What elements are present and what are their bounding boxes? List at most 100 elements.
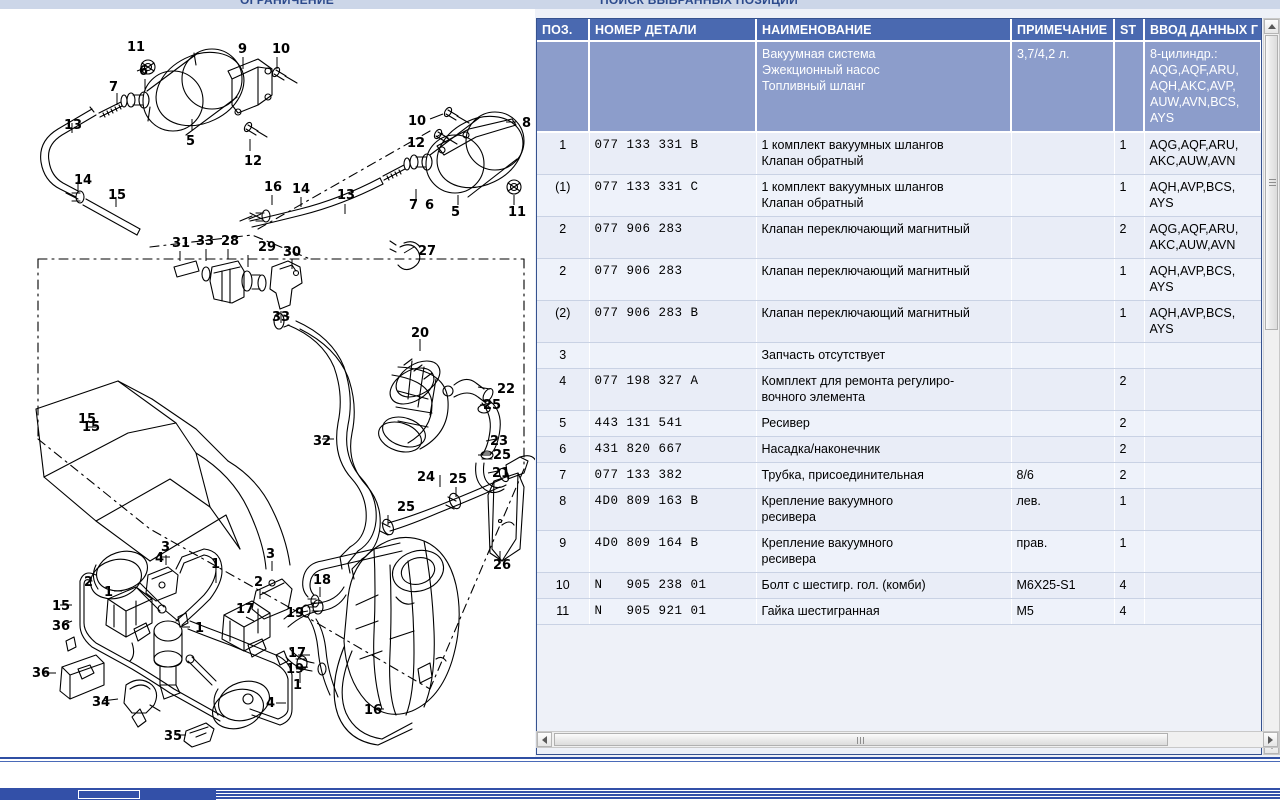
table-row[interactable]: 5 443 131 541 Ресивер 2: [537, 410, 1261, 437]
table-row[interactable]: 3 Запчасть отсутствует: [537, 342, 1261, 369]
cell-note: M5: [1011, 598, 1115, 625]
svg-text:29: 29: [258, 240, 276, 255]
cell-note: [1011, 132, 1115, 175]
svg-text:3: 3: [161, 540, 170, 555]
scroll-left-arrow-icon[interactable]: [537, 732, 552, 747]
cell-pos: 1: [537, 132, 590, 175]
col-header-data[interactable]: ВВОД ДАННЫХ Г: [1144, 19, 1261, 42]
cell-pos: 10: [537, 572, 590, 599]
svg-text:16: 16: [364, 703, 382, 718]
svg-text:6: 6: [139, 64, 148, 79]
cell-part-number: 077 198 327 A: [589, 368, 757, 411]
cell-note: [1011, 258, 1115, 301]
cell-data-entry: [1144, 488, 1261, 531]
table-row[interactable]: 4 077 198 327 A Комплект для ремонта регул…: [537, 368, 1261, 411]
table-row[interactable]: 8 4D0 809 163 B Крепление вакуумного ресиве…: [537, 488, 1261, 531]
taskbar-button[interactable]: [78, 790, 140, 799]
svg-text:30: 30: [283, 245, 301, 260]
cell-note: [1011, 436, 1115, 463]
cell-st: 2: [1114, 436, 1145, 463]
cell-pos: 11: [537, 598, 590, 625]
table-row[interactable]: 11 N 905 921 01 Гайка шестигранная M5 4: [537, 598, 1261, 625]
cell-st: 1: [1114, 174, 1145, 217]
cell-st: 1: [1114, 530, 1145, 573]
svg-text:28: 28: [221, 234, 239, 249]
cell-data-entry: AQH,AVP,BCS, AYS: [1144, 174, 1261, 217]
horizontal-scroll-thumb[interactable]: [554, 733, 1168, 746]
taskbar-stripes: [216, 788, 1280, 800]
svg-text:9: 9: [238, 42, 247, 57]
cell-data-entry: AQH,AVP,BCS, AYS: [1144, 258, 1261, 301]
cell-part-number: 431 820 667: [589, 436, 757, 463]
table-row[interactable]: 2 077 906 283 Клапан переключающий магнитн…: [537, 258, 1261, 301]
svg-text:10: 10: [272, 42, 290, 57]
cell-part-number: N 905 921 01: [589, 598, 757, 625]
cell-note: 8/6: [1011, 462, 1115, 489]
col-header-num[interactable]: НОМЕР ДЕТАЛИ: [589, 19, 757, 42]
svg-text:16: 16: [264, 180, 282, 195]
svg-text:27: 27: [418, 244, 436, 259]
cell-note: [1011, 216, 1115, 259]
cell-part-number: 077 906 283: [589, 216, 757, 259]
cell-data-entry: AQG,AQF,ARU, AKC,AUW,AVN: [1144, 132, 1261, 175]
bottom-taskbar: [0, 757, 1280, 800]
parts-diagram-pane[interactable]: 11 9 10 5 6 7 12 13 14 15 10 8 12 11 5 6…: [0, 9, 535, 757]
exploded-diagram-svg: 11 9 10 5 6 7 12 13 14 15 10 8 12 11 5 6…: [32, 40, 535, 748]
svg-text:10: 10: [408, 114, 426, 129]
cell-description: Гайка шестигранная: [756, 598, 1012, 625]
svg-text:18: 18: [313, 573, 331, 588]
table-row[interactable]: 10 N 905 238 01 Болт с шестигр. гол. (комб…: [537, 572, 1261, 599]
cell-pos: 2: [537, 216, 590, 259]
svg-text:32: 32: [313, 434, 331, 449]
cell-pos: 2: [537, 258, 590, 301]
svg-text:2: 2: [84, 575, 93, 590]
col-header-pos[interactable]: ПОЗ.: [537, 19, 590, 42]
svg-text:25: 25: [483, 398, 501, 413]
svg-text:13: 13: [64, 118, 82, 133]
cell-description: Крепление вакуумного ресивера: [756, 530, 1012, 573]
cell-note: [1011, 342, 1115, 369]
cell-part-number: 077 133 331 B: [589, 132, 757, 175]
table-vertical-scrollbar[interactable]: [1263, 18, 1280, 755]
cell-description: Клапан переключающий магнитный: [756, 216, 1012, 259]
svg-text:5: 5: [451, 205, 460, 220]
caption-ogranichenie[interactable]: ОГРАНИЧЕНИЕ: [240, 0, 335, 7]
svg-text:15: 15: [108, 188, 126, 203]
cell-note: [1011, 300, 1115, 343]
caption-poisk[interactable]: ПОИСК ВЫБРАННЫХ ПОЗИЦИЙ: [600, 0, 798, 7]
taskbar-top-border: [0, 757, 1280, 759]
vertical-scroll-thumb[interactable]: [1265, 35, 1278, 330]
table-horizontal-scrollbar[interactable]: [536, 731, 1279, 748]
svg-text:22: 22: [497, 382, 515, 397]
col-header-note[interactable]: ПРИМЕЧАНИЕ: [1011, 19, 1115, 42]
cell-data-entry: [1144, 462, 1261, 489]
cell-part-number: [589, 342, 757, 369]
svg-text:12: 12: [407, 136, 425, 151]
cell-note: [1011, 410, 1115, 437]
table-row[interactable]: 6 431 820 667 Насадка/наконечник 2: [537, 436, 1261, 463]
svg-text:4: 4: [266, 696, 275, 711]
cell-st: 2: [1114, 462, 1145, 489]
scroll-right-arrow-icon[interactable]: [1263, 732, 1278, 747]
cell-part-number: 4D0 809 163 B: [589, 488, 757, 531]
cell-part-number: 4D0 809 164 B: [589, 530, 757, 573]
table-row[interactable]: (2) 077 906 283 B Клапан переключающий маг…: [537, 300, 1261, 343]
table-row[interactable]: 2 077 906 283 Клапан переключающий магнитн…: [537, 216, 1261, 259]
cell-pos: 6: [537, 436, 590, 463]
cell-part-number: 077 133 382: [589, 462, 757, 489]
table-row[interactable]: 9 4D0 809 164 B Крепление вакуумного ресиве…: [537, 530, 1261, 573]
parts-table-scroll-area[interactable]: ПОЗ. НОМЕР ДЕТАЛИ НАИМЕНОВАНИЕ ПРИМЕЧАНИ…: [536, 18, 1262, 755]
col-header-st[interactable]: ST: [1114, 19, 1145, 42]
cell-description: 1 комплект вакуумных шлангов Клапан обрат…: [756, 132, 1012, 175]
scroll-up-arrow-icon[interactable]: [1264, 19, 1279, 34]
table-row[interactable]: 7 077 133 382 Трубка, присоединительная 8/6…: [537, 462, 1261, 489]
cell-pos: 3: [537, 342, 590, 369]
col-header-name[interactable]: НАИМЕНОВАНИЕ: [756, 19, 1012, 42]
svg-text:3: 3: [266, 547, 275, 562]
svg-text:35: 35: [164, 729, 182, 744]
table-group-header-row[interactable]: Вакуумная система Эжекционный насос Топлив…: [537, 41, 1261, 133]
cell-data-entry: [1144, 530, 1261, 573]
svg-text:19: 19: [286, 606, 304, 621]
